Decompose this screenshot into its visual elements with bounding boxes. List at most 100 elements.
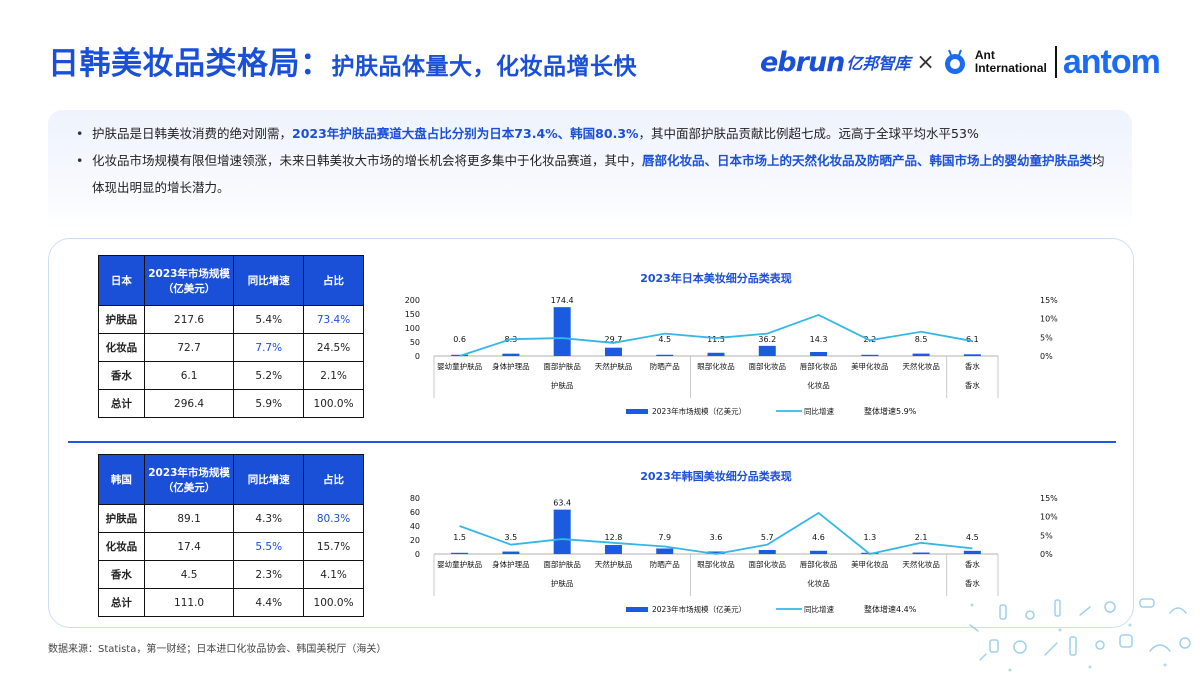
group-label: 护肤品 (551, 578, 574, 588)
x-tick-label: 面部护肤品 (543, 361, 581, 371)
bar (963, 550, 981, 554)
legend-label: 同比增速 (804, 604, 834, 614)
legend-bar-swatch (626, 409, 648, 414)
x-tick-label: 香水 (965, 559, 980, 569)
table-header: 占比 (303, 255, 364, 306)
table-header: 日本 (98, 255, 145, 306)
bar (502, 551, 520, 554)
table-cell: 化妆品 (98, 532, 145, 561)
table-cell: 5.4% (233, 305, 305, 334)
bar (604, 347, 622, 356)
bar-value-label: 8.5 (915, 335, 928, 344)
section-divider (68, 441, 1116, 443)
table-cell: 4.1% (303, 560, 364, 589)
x-tick-label: 唇部化妆品 (800, 361, 838, 371)
x-tick-label: 面部化妆品 (749, 559, 787, 569)
bar (861, 354, 879, 356)
table-cell: 296.4 (143, 389, 235, 418)
table-row: 香水 6.1 5.2% 2.1% (98, 361, 364, 390)
table-cell: 5.2% (233, 361, 305, 390)
table-header: 同比增速 (233, 454, 305, 505)
y-tick-label: 100 (405, 324, 420, 333)
table-cell: 2.1% (303, 361, 364, 390)
cosmetics-decoration-icon (969, 598, 1191, 672)
y-tick-label: 150 (405, 310, 420, 319)
bar (963, 354, 981, 356)
table-cell: 7.7% (233, 333, 305, 362)
bar-value-label: 174.4 (551, 296, 574, 305)
y2-tick-label: 10% (1040, 315, 1058, 324)
bar-value-label: 12.8 (605, 533, 623, 542)
y2-tick-label: 15% (1040, 494, 1058, 503)
bar (810, 550, 828, 554)
table-cell: 化妆品 (98, 333, 145, 362)
korea-market-table: 韩国 2023年市场规模（亿美元） 同比增速 占比 护肤品 89.1 4.3% … (98, 454, 364, 617)
bar-value-label: 0.6 (453, 335, 466, 344)
bar (656, 548, 674, 554)
brand-logos: ebrun 亿邦智库 × Ant International antom (760, 40, 1180, 84)
bar (912, 353, 930, 356)
x-tick-label: 美甲化妆品 (851, 559, 889, 569)
summary-box: 护肤品是日韩美妆消费的绝对刚需，2023年护肤品赛道大盘占比分别为日本73.4%… (48, 110, 1132, 232)
y-tick-label: 60 (410, 508, 420, 517)
x-tick-label: 眼部化妆品 (697, 559, 735, 569)
table-cell: 总计 (98, 389, 145, 418)
legend-label: 2023年市场规模（亿美元） (652, 604, 746, 614)
bar (604, 545, 622, 554)
y2-tick-label: 5% (1040, 531, 1053, 540)
group-label: 护肤品 (551, 380, 574, 390)
bar (707, 352, 725, 356)
table-cell: 香水 (98, 361, 145, 390)
table-cell: 5.5% (233, 532, 305, 561)
table-cell: 72.7 (143, 333, 235, 362)
table-row: 护肤品 89.1 4.3% 80.3% (98, 504, 364, 533)
ant-logo-icon (944, 49, 965, 74)
bar-value-label: 14.3 (810, 335, 828, 344)
x-tick-label: 天然护肤品 (595, 559, 633, 569)
bar-value-label: 1.5 (453, 533, 466, 542)
table-cell: 80.3% (303, 504, 364, 533)
bar (553, 307, 571, 356)
y2-tick-label: 10% (1040, 513, 1058, 522)
bar-value-label: 4.6 (812, 533, 825, 542)
bar-value-label: 11.5 (707, 335, 725, 344)
japan-category-chart: 2023年日本美妆细分品类表现 200 150 100 50 0 15% 10% 5% 0% 0.6… (405, 271, 1058, 416)
y2-tick-label: 0% (1040, 352, 1053, 361)
bar (553, 509, 571, 554)
y2-tick-label: 0% (1040, 550, 1053, 559)
bar (912, 552, 930, 554)
bar-value-label: 5.7 (761, 533, 774, 542)
japan-market-table: 日本 2023年市场规模（亿美元） 同比增速 占比 护肤品 217.6 5.4%… (98, 255, 364, 418)
legend-label: 同比增速 (804, 406, 834, 416)
table-header-row: 韩国 2023年市场规模（亿美元） 同比增速 占比 (98, 454, 364, 505)
table-cell: 100.0% (303, 389, 364, 418)
bar-value-label: 29.7 (605, 335, 623, 344)
ebrun-logo-cn: 亿邦智库 (846, 54, 911, 73)
x-tick-label: 身体护理品 (492, 361, 529, 371)
table-cell: 护肤品 (98, 305, 145, 334)
y2-tick-label: 15% (1040, 296, 1058, 305)
bar-value-label: 3.6 (710, 533, 723, 542)
x-tick-label: 眼部化妆品 (697, 361, 735, 371)
bar-value-label: 6.1 (966, 335, 979, 344)
bar (810, 351, 828, 356)
y-tick-label: 50 (410, 338, 420, 347)
growth-line (459, 313, 973, 357)
table-row: 总计 296.4 5.9% 100.0% (98, 389, 364, 418)
table-cell: 4.5 (143, 560, 235, 589)
y-tick-label: 80 (410, 494, 420, 503)
x-tick-label: 面部护肤品 (543, 559, 581, 569)
x-tick-label: 身体护理品 (492, 559, 529, 569)
table-header: 占比 (303, 454, 364, 505)
legend-label: 2023年市场规模（亿美元） (652, 406, 746, 416)
table-cell: 6.1 (143, 361, 235, 390)
page-title: 日韩美妆品类格局：护肤品体量大，化妆品增长快 (48, 46, 637, 82)
ebrun-logo: ebrun (760, 46, 845, 78)
table-cell: 护肤品 (98, 504, 145, 533)
table-cell: 香水 (98, 560, 145, 589)
table-cell: 4.4% (233, 588, 305, 617)
table-header: 2023年市场规模（亿美元） (143, 454, 235, 505)
table-row: 化妆品 17.4 5.5% 15.7% (98, 532, 364, 561)
y-tick-label: 0 (415, 550, 420, 559)
x-tick-label: 香水 (965, 361, 980, 371)
